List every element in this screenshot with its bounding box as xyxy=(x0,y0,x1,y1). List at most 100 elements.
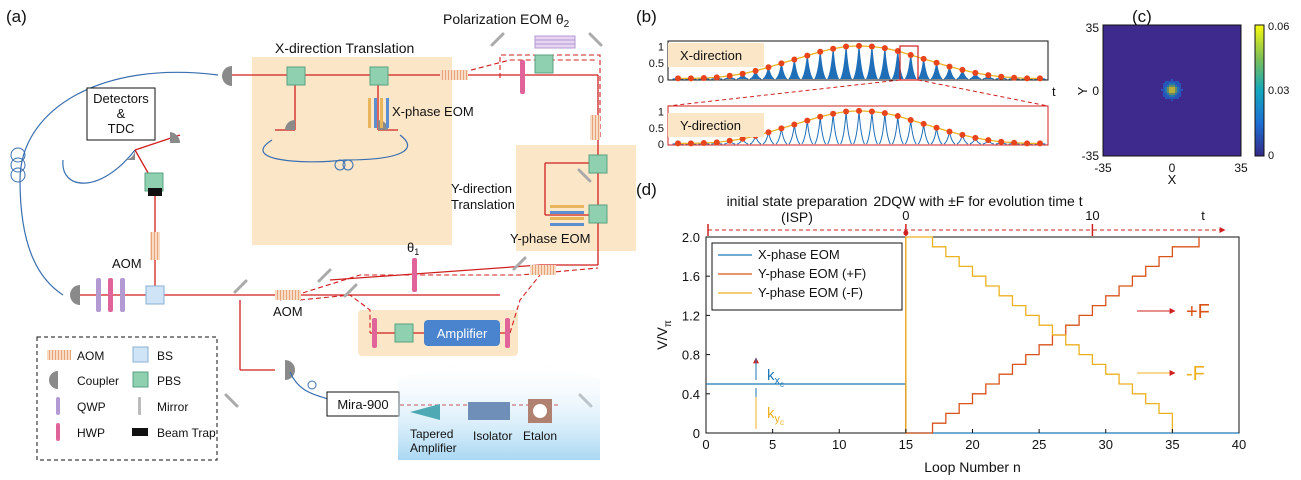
heatmap-cell xyxy=(1175,97,1177,99)
legend-beam-trap: Beam Trap xyxy=(157,426,216,440)
heatmap-cell xyxy=(1165,93,1167,95)
minus-f-label: -F xyxy=(1186,363,1205,385)
heatmap-cell xyxy=(1179,91,1181,93)
peak-point xyxy=(700,140,707,147)
etalon-aperture xyxy=(533,404,547,418)
heatmap-cell xyxy=(1165,87,1167,89)
peak-point xyxy=(817,113,824,120)
d-header-tick-label: t xyxy=(1201,208,1205,223)
peak-point xyxy=(739,70,746,77)
d-ytick-label: 1.6 xyxy=(682,269,700,284)
heatmap-cell xyxy=(1181,89,1183,91)
peak-point xyxy=(804,52,811,59)
d-header-tick-label: 10 xyxy=(1085,208,1099,223)
heatmap-cell xyxy=(1175,95,1177,97)
aom-icon xyxy=(590,115,600,140)
peak-point xyxy=(920,120,927,127)
y-translation-label-1: Y-direction xyxy=(451,181,512,196)
peak-point xyxy=(920,55,927,62)
heatmap-cell xyxy=(1177,97,1179,99)
aom-bottom-label: AOM xyxy=(273,304,303,319)
aom-icon xyxy=(440,70,468,80)
heatmap-cell xyxy=(1169,81,1171,83)
bs-cube xyxy=(145,285,165,305)
peak-point xyxy=(856,42,862,49)
heatmap-cell xyxy=(1167,93,1169,95)
d-xtick-label: 5 xyxy=(769,437,776,452)
detectors-box xyxy=(86,87,156,141)
heatmap-cell xyxy=(1167,89,1169,91)
heatmap-cell xyxy=(1171,81,1173,83)
b-bottom-label: Y-direction xyxy=(680,118,741,133)
c-ytick-label: -35 xyxy=(1082,149,1100,163)
panel-d-voltage: (d) initial state preparation(ISP) 2DQW w… xyxy=(636,180,1246,475)
heatmap-cell xyxy=(1167,87,1169,89)
heatmap-cell xyxy=(1175,83,1177,85)
panel-d-label: (d) xyxy=(636,180,657,199)
d-legend: X-phase EOM Y-phase EOM (+F) Y-phase EOM (… xyxy=(711,242,903,311)
d-ytick-label: 2.0 xyxy=(682,230,700,245)
heatmap-cell xyxy=(1175,89,1177,91)
heatmap-spots xyxy=(1161,79,1183,101)
peak-point xyxy=(946,63,953,70)
d-ticks: 0 5 10 15 20 25 30 35 40 0 0.4 0.8 1.2 1.6 2.0 Loop Num… xyxy=(654,230,1246,475)
peak-point xyxy=(881,45,888,52)
y-phase-eom-icon xyxy=(550,205,584,226)
heatmap-cell xyxy=(1165,91,1167,93)
legend-beam-trap-icon xyxy=(132,428,148,436)
heatmap-cell xyxy=(1163,93,1165,95)
heatmap-cell xyxy=(1169,89,1171,91)
series-line xyxy=(905,237,1200,434)
peak-point xyxy=(817,48,824,55)
d-xlabel: Loop Number n xyxy=(924,459,1021,475)
heatmap-cell xyxy=(1179,83,1181,85)
peak-point xyxy=(778,125,785,132)
colorbar-tick: 0 xyxy=(1268,150,1274,162)
heatmap-cell xyxy=(1177,81,1179,83)
heatmap-cell xyxy=(1177,91,1179,93)
peak-point xyxy=(959,66,966,73)
peak-point xyxy=(907,51,914,58)
heatmap-cell xyxy=(1165,97,1167,99)
heatmap-cell xyxy=(1173,83,1175,85)
heatmap-cell xyxy=(1177,83,1179,85)
heatmap-cell xyxy=(1161,89,1163,91)
aom-icon xyxy=(150,232,160,260)
plus-f-label: +F xyxy=(1186,301,1210,323)
peak-point xyxy=(687,75,694,82)
heatmap-cell xyxy=(1179,93,1181,95)
heatmap-cell xyxy=(1163,85,1165,87)
heatmap-cell xyxy=(1173,87,1175,89)
d-xtick-label: 35 xyxy=(1165,437,1179,452)
peak-point xyxy=(985,137,992,144)
legend-qwp: QWP xyxy=(77,400,106,414)
peak-point xyxy=(1011,74,1018,81)
c-ytick-label: 0 xyxy=(1092,84,1099,98)
heatmap-cell xyxy=(1175,91,1177,93)
d-xtick-label: 15 xyxy=(899,437,913,452)
kx-subsub: c xyxy=(780,380,784,389)
heatmap-cell xyxy=(1177,85,1179,87)
heatmap-cell xyxy=(1171,95,1173,97)
d-xtick-label: 10 xyxy=(832,437,846,452)
kx-sub: x xyxy=(775,375,781,387)
heatmap-cell xyxy=(1163,83,1165,85)
b-zoom-line-right xyxy=(917,79,1049,107)
peak-point xyxy=(713,139,720,146)
heatmap-cell xyxy=(1163,95,1165,97)
b-zoom-line-left xyxy=(667,79,901,107)
peak-point xyxy=(830,110,837,117)
colorbar xyxy=(1254,24,1265,157)
heatmap-cell xyxy=(1167,91,1169,93)
c-ytick-label: 35 xyxy=(1086,21,1100,35)
aom-left-label: AOM xyxy=(112,256,142,271)
legend-mirror-icon xyxy=(138,397,141,415)
heatmap-cell xyxy=(1169,95,1171,97)
heatmap-cell xyxy=(1173,97,1175,99)
b-top-marks xyxy=(672,42,1046,82)
d-header-left-2: (ISP) xyxy=(781,209,813,225)
heatmap-cell xyxy=(1171,99,1173,101)
colorbar-tick: 0.03 xyxy=(1268,85,1289,97)
peak-point xyxy=(1024,140,1031,147)
